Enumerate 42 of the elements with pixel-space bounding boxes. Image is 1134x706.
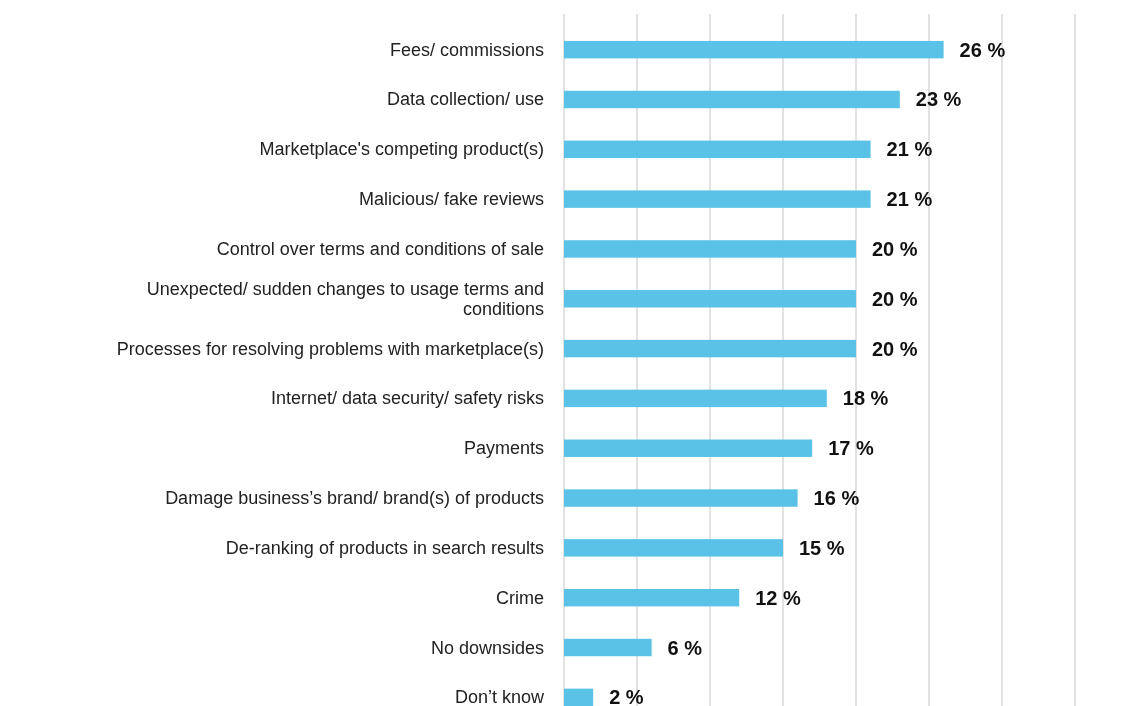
bar [564, 539, 783, 557]
data-label: 20 % [872, 237, 918, 260]
bar [564, 588, 740, 607]
y-tick-label: Marketplace's competing product(s) [259, 139, 544, 160]
bar [564, 389, 827, 408]
data-label: 6 % [667, 636, 703, 659]
data-label: 16 % [813, 487, 860, 510]
y-tick-label: Control over terms and conditions of sale [216, 238, 544, 259]
data-label: 21 % [886, 188, 933, 211]
data-label: 21 % [886, 138, 933, 161]
data-label: 20 % [872, 287, 918, 310]
data-label: 26 % [959, 38, 1006, 61]
bar [564, 688, 594, 706]
data-label: 12 % [755, 586, 801, 609]
bar [564, 240, 856, 258]
y-tick-label: De-ranking of products in search results [225, 537, 544, 558]
bar [564, 339, 856, 358]
data-label: 2 % [609, 686, 644, 706]
y-tick-label: Malicious/ fake reviews [358, 189, 544, 210]
y-tick-label: No downsides [430, 637, 544, 658]
y-tick-label: Crime [496, 587, 544, 608]
y-tick-label: Payments [463, 438, 544, 459]
data-label: 20 % [872, 337, 918, 360]
data-label: 17 % [828, 437, 874, 460]
bar [564, 489, 798, 507]
bar [564, 190, 871, 208]
data-label: 15 % [799, 536, 845, 559]
y-tick-label: Processes for resolving problems with marketplace(s) [116, 338, 544, 359]
y-tick-label: Internet/ data security/ safety risks [270, 388, 544, 409]
bar [564, 40, 944, 59]
y-tick-label: Don’t know [454, 687, 545, 706]
y-tick-label: Unexpected/ sudden changes to usage terms and conditions [146, 278, 544, 319]
bar [564, 439, 813, 457]
data-label: 18 % [842, 387, 889, 410]
bar [564, 90, 900, 109]
bar [564, 140, 871, 159]
bar [564, 290, 856, 308]
y-tick-label: Damage business’s brand/ brand(s) of products [165, 488, 544, 509]
y-tick-label: Data collection/ use [386, 89, 544, 110]
y-tick-label: Fees/ commissions [389, 39, 544, 60]
bar [564, 638, 652, 657]
data-label: 23 % [915, 88, 962, 111]
